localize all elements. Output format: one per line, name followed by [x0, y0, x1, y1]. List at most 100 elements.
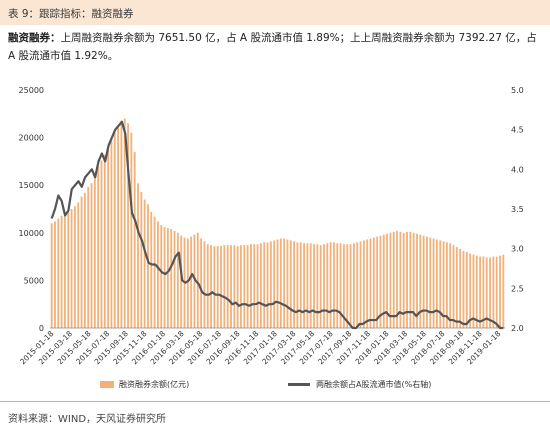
bar: [489, 257, 491, 328]
bar: [293, 241, 296, 328]
bar: [266, 242, 269, 328]
bar: [339, 243, 342, 328]
right-axis-tick-label: 4.0: [511, 165, 524, 174]
bar: [426, 236, 428, 328]
bar: [502, 254, 505, 328]
legend-bar-swatch: [100, 381, 114, 388]
bar: [173, 230, 176, 328]
left-axis-tick-label: 10000: [19, 229, 44, 238]
bar: [263, 242, 266, 328]
bar: [196, 232, 199, 328]
bar: [306, 243, 309, 328]
left-axis-tick-label: 20000: [19, 134, 44, 143]
bar: [469, 253, 472, 328]
bar: [74, 206, 76, 328]
bar: [366, 239, 369, 328]
bar: [485, 257, 488, 328]
bar: [362, 240, 365, 328]
left-axis-tick-label: 15000: [19, 181, 44, 190]
bar: [236, 246, 239, 328]
bar: [203, 241, 206, 328]
bar: [120, 120, 123, 329]
bar: [233, 245, 236, 328]
bar: [253, 244, 256, 328]
right-axis-tick-label: 4.5: [511, 126, 524, 135]
bar: [100, 160, 103, 328]
bar: [359, 241, 362, 328]
bar: [279, 238, 282, 328]
bar: [452, 245, 455, 328]
bar: [392, 231, 395, 328]
right-axis-tick-label: 2.0: [511, 324, 524, 333]
bar: [336, 243, 339, 328]
bar: [127, 123, 129, 328]
bar: [319, 245, 322, 328]
bar: [67, 211, 70, 328]
bar: [117, 126, 119, 329]
bar: [349, 244, 352, 328]
bar: [482, 256, 485, 328]
bar: [87, 187, 90, 328]
bar: [459, 248, 462, 328]
legend-line-swatch: [288, 383, 310, 386]
bar: [93, 175, 96, 328]
bar: [299, 242, 302, 328]
bar: [329, 242, 332, 328]
bar: [107, 147, 110, 328]
bar: [259, 243, 262, 328]
bar: [276, 239, 279, 328]
bar: [223, 245, 226, 328]
bar: [479, 256, 482, 328]
bar: [147, 204, 149, 328]
legend-line-label: 两融余额占A股流通市值(%右轴): [316, 380, 432, 389]
table-header-bar: 表 9：跟踪指标：融资融券: [0, 0, 550, 25]
bar: [439, 240, 442, 328]
bar: [190, 236, 193, 328]
summary-text: 融资融券：上周融资融券余额为 7651.50 亿，占 A 股流通市值 1.89%…: [8, 29, 544, 65]
bar: [442, 241, 445, 328]
bar: [220, 246, 222, 328]
bar: [316, 244, 319, 328]
bar: [343, 244, 345, 328]
bar: [60, 215, 63, 328]
bar: [296, 242, 299, 328]
bar: [436, 239, 438, 328]
right-axis-tick-label: 3.0: [511, 245, 524, 254]
bar: [432, 238, 435, 328]
bar: [130, 132, 133, 328]
left-axis-tick-label: 0: [39, 324, 44, 333]
right-axis-tick-label: 3.5: [511, 205, 524, 214]
bar: [269, 241, 272, 328]
bar: [176, 232, 179, 328]
bar: [206, 244, 209, 328]
bar: [140, 191, 143, 328]
bar: [103, 154, 106, 328]
bar: [386, 233, 389, 328]
bar: [492, 256, 495, 328]
bar: [313, 244, 315, 328]
bar: [240, 245, 242, 328]
bar: [402, 232, 405, 328]
bar: [186, 238, 189, 328]
bar: [77, 202, 80, 328]
footer: 资料来源：WIND，天风证券研究所: [0, 401, 550, 432]
bar: [455, 247, 458, 328]
bar: [213, 246, 216, 328]
bar: [409, 231, 412, 328]
bar: [499, 255, 501, 328]
bar: [83, 192, 86, 328]
bar: [243, 245, 246, 328]
bar: [137, 183, 139, 328]
bar: [54, 221, 56, 328]
bar: [382, 234, 385, 328]
bar: [200, 238, 203, 328]
bar: [216, 246, 219, 328]
summary-body: 上周融资融券余额为 7651.50 亿，占 A 股流通市值 1.89%；上上周融…: [8, 32, 537, 62]
bar: [193, 234, 196, 328]
bar: [143, 199, 146, 328]
bar: [419, 234, 422, 328]
right-axis-tick-label: 5.0: [511, 86, 524, 95]
legend-bar-label: 融资融券余额(亿元): [119, 380, 190, 389]
bar: [429, 237, 432, 328]
bar: [226, 245, 229, 328]
